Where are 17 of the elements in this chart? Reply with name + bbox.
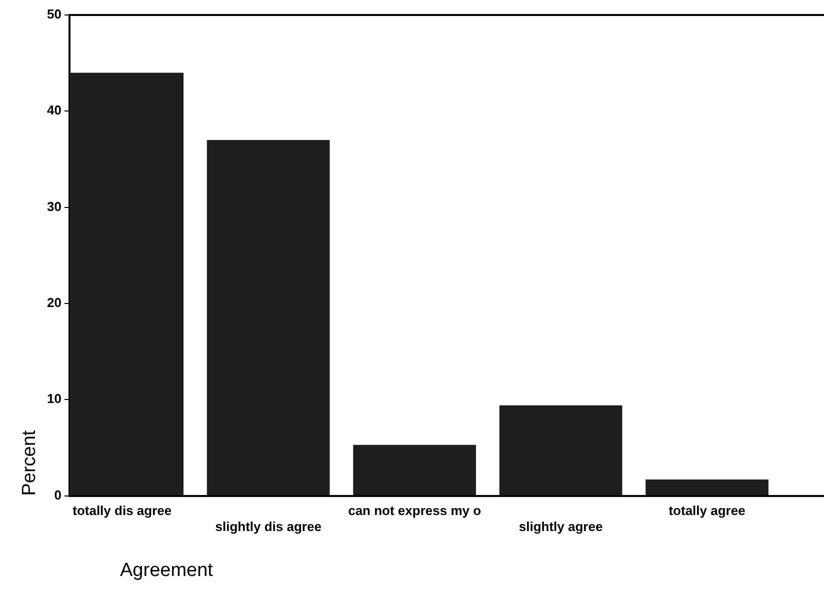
x-tick-label: totally dis agree <box>72 503 172 518</box>
y-axis-title: Percent <box>19 430 40 496</box>
y-tick-label: 50 <box>46 6 62 22</box>
y-tick-label: 40 <box>46 102 62 118</box>
x-tick-label: slightly dis agree <box>215 518 322 534</box>
bar <box>646 479 768 496</box>
y-tick-label: 30 <box>46 198 62 214</box>
y-tick-label: 0 <box>54 487 62 502</box>
bar <box>353 444 476 496</box>
x-tick-label: slightly agree <box>518 518 603 534</box>
x-tick-label: can not express my o <box>348 503 482 518</box>
bar <box>499 405 622 496</box>
y-tick-label: 20 <box>46 295 62 310</box>
x-tick-label: totally agree <box>668 503 746 518</box>
x-axis-title: Agreement <box>120 560 214 581</box>
bar <box>206 140 330 496</box>
y-tick-label: 10 <box>46 391 62 406</box>
